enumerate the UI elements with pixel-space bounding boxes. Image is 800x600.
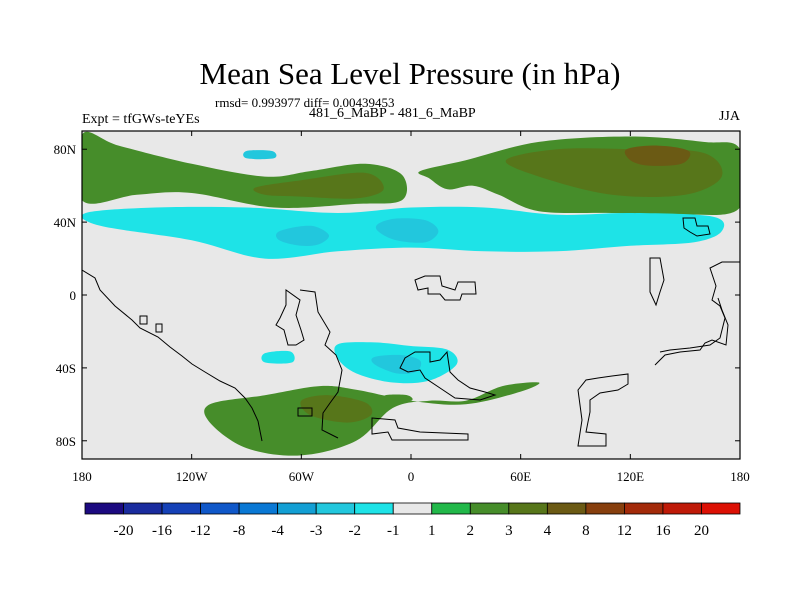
- colorbar-swatch: [585, 502, 625, 515]
- coastline-western-europe: [275, 289, 305, 346]
- region-pacific-negative-core: [276, 225, 330, 247]
- colorbar-label: -8: [233, 523, 246, 539]
- region-north-atlantic-high-core: [253, 172, 384, 199]
- coastline-asia-east: [649, 257, 665, 307]
- comparison-label: 481_6_MaBP - 481_6_MaBP: [309, 106, 476, 121]
- coastline-americas: [82, 269, 263, 442]
- chart-title: Mean Sea Level Pressure (in hPa): [199, 56, 621, 91]
- colorbar-swatch: [123, 502, 163, 515]
- experiment-label: Expt = tfGWs-teYEs: [82, 112, 200, 127]
- x-tick-label: 180: [72, 469, 92, 484]
- colorbar-label: 12: [617, 523, 632, 539]
- colorbar-swatch: [392, 502, 433, 515]
- coastline-indian-ocean: [577, 373, 629, 447]
- colorbar-label: -16: [152, 523, 172, 539]
- region-southern-positive-core: [300, 395, 373, 423]
- region-atlantic-negative-core: [375, 218, 439, 243]
- colorbar-swatch: [161, 502, 201, 515]
- coastline-antarctic-west: [297, 407, 313, 417]
- colorbar-swatch: [200, 502, 240, 515]
- colorbar-label: -1: [387, 523, 400, 539]
- colorbar-label: -3: [310, 523, 323, 539]
- colorbar-swatch: [701, 502, 741, 515]
- colorbar-label: -4: [271, 523, 284, 539]
- colorbar-swatch: [277, 502, 317, 515]
- colorbar-label: 2: [467, 523, 475, 539]
- y-tick-label: 40N: [54, 215, 77, 230]
- colorbar-swatch: [431, 502, 471, 515]
- colorbar-swatch: [546, 502, 587, 515]
- colorbar-label: -12: [191, 523, 211, 539]
- coastline-africa-north: [414, 275, 477, 301]
- colorbar-swatch: [624, 502, 664, 515]
- y-tick-label: 40S: [56, 361, 76, 376]
- region-siberian-high-peak: [624, 145, 691, 166]
- region-arctic-cyan-patch: [243, 150, 277, 160]
- coastline-australia: [654, 297, 729, 366]
- colorbar-swatch: [508, 502, 548, 515]
- colorbar-swatch: [315, 502, 356, 515]
- x-tick-label: 120W: [176, 469, 209, 484]
- colorbar-label: 8: [582, 523, 590, 539]
- x-tick-label: 180: [730, 469, 750, 484]
- coastline-south-america: [299, 289, 343, 439]
- coastline-pacific-islands: [682, 217, 711, 237]
- colorbar-label: 4: [544, 523, 552, 539]
- rmsd-diff-label: rmsd= 0.993977 diff= 0.00439453: [215, 95, 395, 110]
- x-tick-label: 120E: [617, 469, 645, 484]
- colorbar-label: -20: [114, 523, 134, 539]
- colorbar-swatch: [84, 502, 124, 515]
- colorbar-swatch: [354, 502, 394, 515]
- colorbar-swatch: [238, 502, 279, 515]
- colorbar-swatch: [662, 502, 702, 515]
- x-tick-label: 60E: [510, 469, 531, 484]
- region-south-small-negative: [261, 350, 295, 364]
- x-tick-label: 0: [408, 469, 415, 484]
- coastline-africa-south: [399, 350, 497, 401]
- region-southern-negative-core: [371, 354, 422, 374]
- y-tick-label: 80S: [56, 434, 76, 449]
- coastline-antarctic-east: [371, 417, 469, 441]
- y-tick-label: 0: [70, 288, 77, 303]
- y-tick-label: 80N: [54, 142, 77, 157]
- season-label: JJA: [718, 109, 740, 124]
- colorbar-label: 3: [505, 523, 513, 539]
- coastline-gulf: [139, 315, 148, 325]
- colorbar-label: 16: [655, 523, 671, 539]
- x-tick-label: 60W: [289, 469, 315, 484]
- colorbar-swatch: [469, 502, 510, 515]
- coastline-caribbean: [155, 323, 163, 333]
- region-southern-green-patch: [382, 394, 413, 402]
- colorbar-label: 1: [428, 523, 436, 539]
- colorbar-label: -2: [348, 523, 361, 539]
- colorbar-label: 20: [694, 523, 709, 539]
